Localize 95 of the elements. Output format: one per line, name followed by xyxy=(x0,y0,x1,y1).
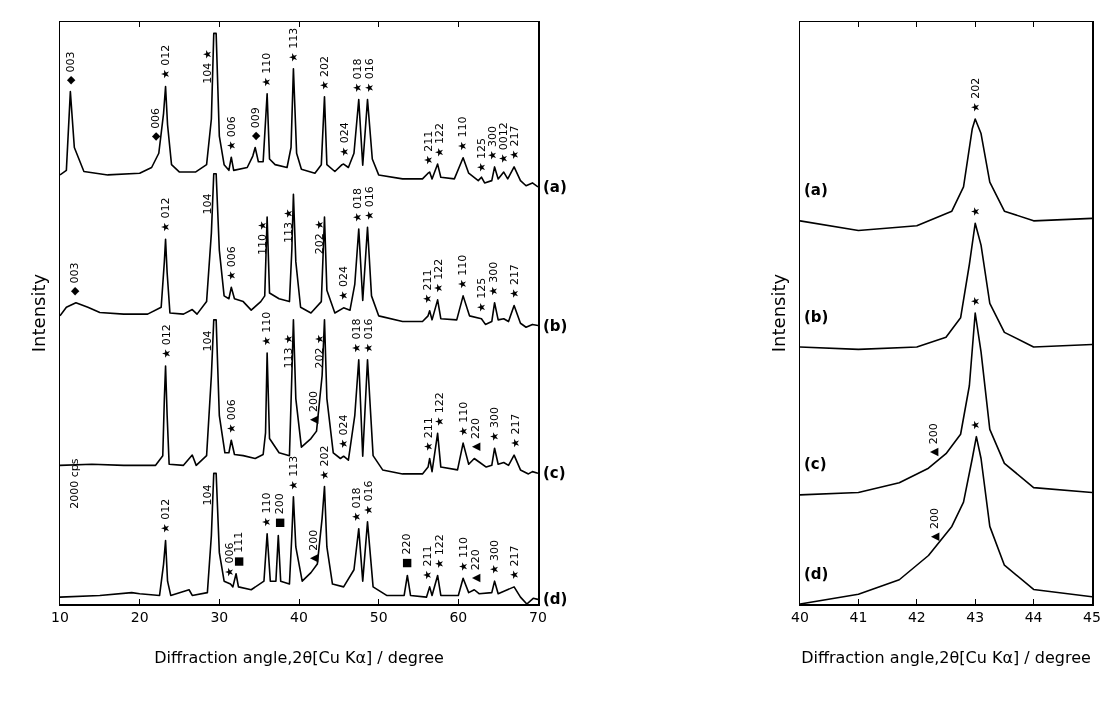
annotation: ★ 018 xyxy=(350,58,364,93)
x-tick-label: 70 xyxy=(529,609,547,626)
annotation: ▲ 220 xyxy=(469,418,483,452)
series-label: (c) xyxy=(543,464,566,482)
x-tick-label: 44 xyxy=(1024,609,1043,626)
annotation: ◆ 003 xyxy=(64,51,78,85)
annotation: ★ 122 xyxy=(433,122,447,158)
annotation: ★ 202 xyxy=(969,77,983,113)
annotation: ★ 006 xyxy=(225,116,239,151)
annotation: ★ 024 xyxy=(336,266,350,301)
annotation: ★ 300 xyxy=(486,261,500,297)
annotation: ★ 012 xyxy=(159,324,173,359)
annotation: ★ xyxy=(969,296,983,307)
annotation: ★ 202 xyxy=(318,445,332,480)
series-label: (d) xyxy=(804,565,829,583)
x-tick-label: 10 xyxy=(51,609,69,626)
annotation: 110 ★ xyxy=(255,220,269,255)
annotation: ★ 211 xyxy=(421,417,435,452)
annotation: ★ 122 xyxy=(432,392,446,427)
annotation: 104 xyxy=(201,193,215,215)
annotation: ★ 110 xyxy=(260,52,274,88)
annotation: ★ 110 xyxy=(260,492,274,527)
series-label: (c) xyxy=(804,455,827,473)
annotation: ◆ 003 xyxy=(68,262,82,296)
annotation: ★ 016 xyxy=(362,318,376,353)
annotation: ▲ 220 xyxy=(468,549,482,583)
annotation: 104 xyxy=(201,330,215,352)
annotation: 113 ★ xyxy=(282,208,296,243)
annotation: ★ xyxy=(968,419,982,430)
x-axis-title: Diffraction angle,2θ[Cu Kα] / degree xyxy=(801,647,1091,667)
x-tick-label: 40 xyxy=(791,609,809,626)
annotation: ★ 024 xyxy=(337,414,351,449)
annotation: ★ 110 xyxy=(456,116,470,151)
annotation: ★ 122 xyxy=(432,258,446,294)
annotation: ★ 217 xyxy=(508,545,522,580)
annotation: 104 ★ xyxy=(200,49,214,84)
annotation: ◆ 009 xyxy=(249,107,263,141)
annotation: ★ xyxy=(968,206,982,217)
x-tick-label: 60 xyxy=(449,609,468,626)
x-axis-title: Diffraction angle,2θ[Cu Kα] / degree xyxy=(154,647,444,667)
annotation: ★ 016 xyxy=(362,58,376,93)
annotation: ■ 220 xyxy=(400,533,414,569)
annotation: ★ 006 xyxy=(224,246,238,281)
annotation: ★ 016 xyxy=(362,480,376,515)
annotation: 202 ★ xyxy=(313,219,327,255)
x-tick-label: 30 xyxy=(210,609,229,626)
x-tick-label: 43 xyxy=(966,609,985,626)
annotation: 2000 cps xyxy=(67,458,81,509)
annotation: ★ 202 xyxy=(317,55,331,91)
annotation: ★ 211 xyxy=(422,130,435,166)
annotation: ★ 016 xyxy=(362,186,376,221)
y-axis-title: Intensity xyxy=(27,273,49,353)
series-label: (b) xyxy=(804,308,829,326)
annotation: ★ 211 xyxy=(421,545,435,580)
x-tick-label: 41 xyxy=(849,609,868,626)
series-label: (a) xyxy=(804,181,828,199)
annotation: 104 xyxy=(201,484,215,506)
annotation: ★ 113 xyxy=(286,455,300,491)
annotation: ★ 113 xyxy=(286,27,300,63)
annotation: ◆ 006 xyxy=(148,107,162,141)
annotation: ★ 300 xyxy=(488,540,501,575)
annotation: ■ 200 xyxy=(273,493,287,529)
annotation: ▲ 200 xyxy=(927,423,941,457)
annotation: ★ 018 xyxy=(350,318,364,353)
series-label: (a) xyxy=(543,178,567,196)
annotation: ★ 006 xyxy=(225,399,239,434)
annotation: ★ 125 xyxy=(474,137,488,173)
annotation: ■ 111 xyxy=(232,531,246,567)
annotation: ★ 211 xyxy=(421,269,435,304)
annotation: 113 ★ xyxy=(281,333,295,369)
annotation: ★ 217 xyxy=(508,413,522,448)
annotation: ★ 012 xyxy=(159,44,173,80)
annotation: ★ 217 xyxy=(507,125,521,160)
x-tick-label: 50 xyxy=(369,609,388,626)
series-label: (b) xyxy=(543,317,568,335)
annotation: ★ 110 xyxy=(260,311,274,347)
annotation: ★ 012 xyxy=(158,498,172,534)
annotation: ★ 125 xyxy=(474,277,488,313)
series-label: (d) xyxy=(543,590,568,608)
x-tick-label: 42 xyxy=(907,609,926,626)
annotation: ★ 018 xyxy=(351,187,365,223)
y-axis-title: Intensity xyxy=(767,273,789,353)
annotation: ★ 018 xyxy=(350,487,364,522)
annotation: ★ 110 xyxy=(456,254,470,289)
annotation: ▲ 200 xyxy=(927,508,941,542)
x-tick-label: 40 xyxy=(290,609,308,626)
annotation: ★ 110 xyxy=(457,401,471,437)
annotation: ★ 024 xyxy=(337,122,351,157)
annotation: ★ 300 xyxy=(487,407,501,442)
annotation: ★ 217 xyxy=(508,264,522,299)
x-tick-label: 45 xyxy=(1083,609,1101,626)
annotation: ★ 122 xyxy=(432,534,446,569)
annotation: ★ 012 xyxy=(159,197,173,232)
annotation: ★ 110 xyxy=(456,537,470,572)
x-tick-label: 20 xyxy=(130,609,149,626)
